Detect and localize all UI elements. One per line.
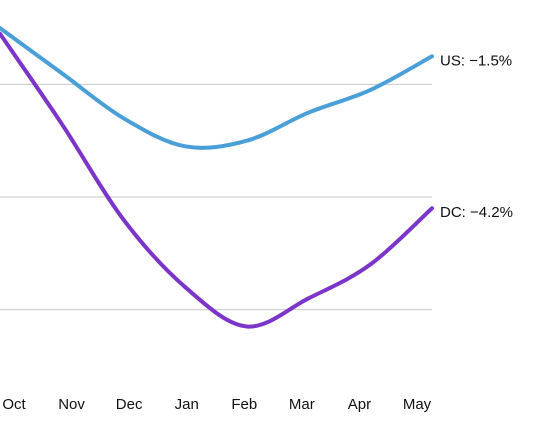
end-label: US: −1.5% <box>440 52 512 69</box>
x-tick-label: Nov <box>58 396 85 413</box>
series-line <box>0 31 434 329</box>
x-tick-label: May <box>403 396 432 413</box>
series-line <box>0 26 434 150</box>
x-tick-label: Feb <box>231 396 257 413</box>
end-label: DC: −4.2% <box>440 204 513 221</box>
x-tick-label: Mar <box>289 396 315 413</box>
x-tick-label: Dec <box>116 396 143 413</box>
x-tick-label: Jan <box>175 396 199 413</box>
x-tick-label: Oct <box>2 396 26 413</box>
x-tick-label: Apr <box>348 396 371 413</box>
